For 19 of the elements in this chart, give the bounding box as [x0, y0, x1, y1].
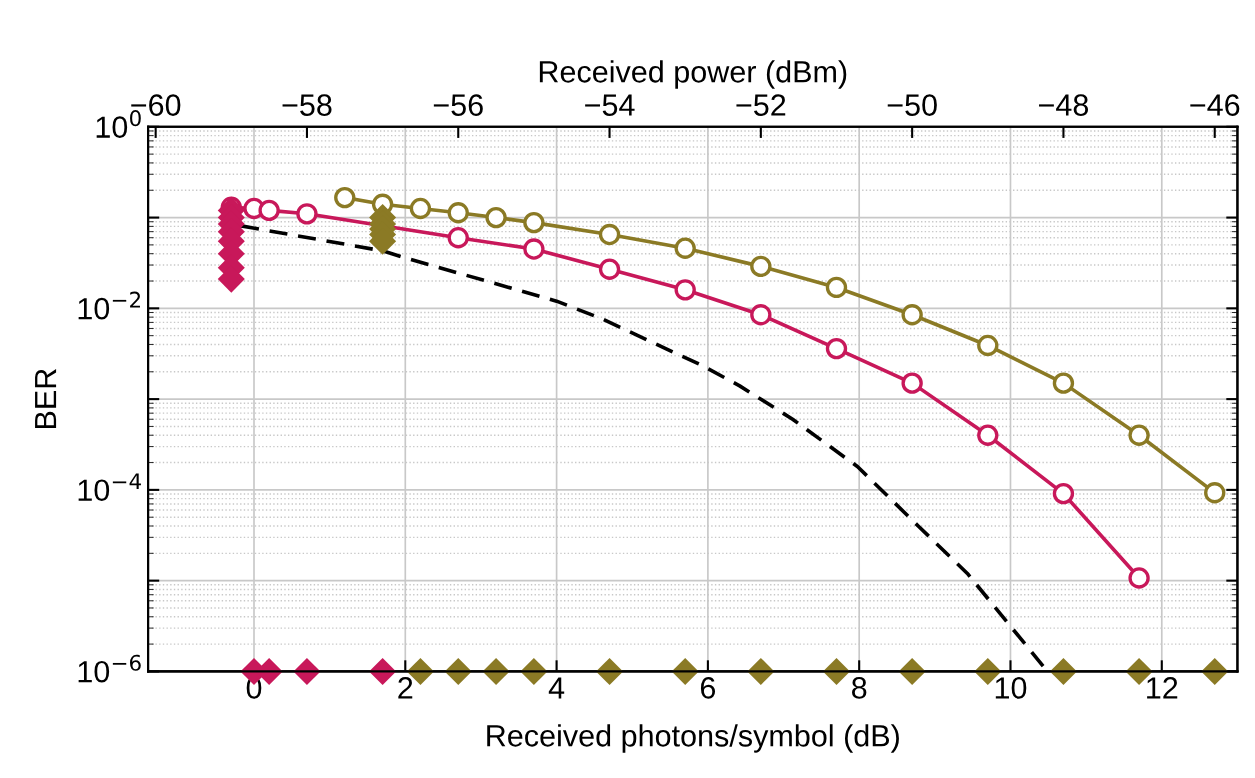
- x2-tick-label: −52: [736, 94, 786, 116]
- x-tick-label: 4: [548, 677, 565, 699]
- x-tick-label: 2: [398, 677, 413, 699]
- x2-tick-label: −58: [282, 94, 332, 116]
- x-tick-label: 8: [852, 677, 867, 699]
- y-tick-label: 10$^{−4}$: [78, 473, 141, 502]
- x2-tick-label: −50: [887, 94, 937, 116]
- x2-tick-label: −54: [585, 94, 635, 116]
- y-axis-title: BER: [35, 369, 57, 429]
- x2-tick-label: −56: [433, 94, 483, 116]
- y-tick-label: 10$^{−2}$: [78, 291, 140, 320]
- x-axis-title: Received photons/symbol (dB): [487, 724, 899, 753]
- x-tick-label: 6: [700, 677, 716, 699]
- x2-axis-title: Received power (dBm): [539, 60, 847, 89]
- x2-tick-label: −48: [1039, 94, 1089, 116]
- y-tick-label: 10$^{−6}$: [78, 654, 141, 683]
- x-tick-label: 12: [1147, 677, 1178, 699]
- x2-tick-label: −46: [1190, 94, 1240, 116]
- x-tick-label: 10: [995, 677, 1027, 699]
